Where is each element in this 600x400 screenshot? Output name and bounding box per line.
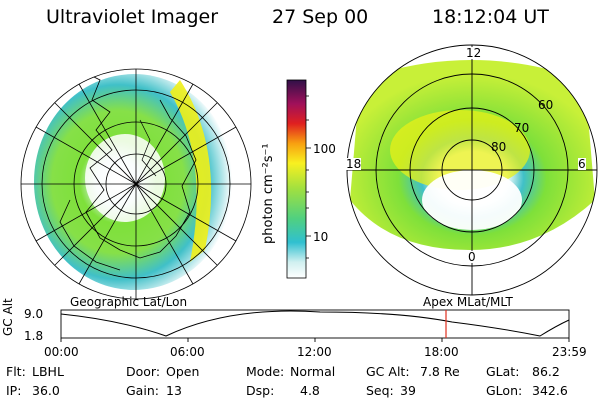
altitude-xtick: 18:00	[424, 345, 459, 359]
coastline	[59, 69, 197, 259]
info-door-label: Door:	[126, 364, 161, 379]
info-flt-label: Flt:	[6, 364, 26, 379]
info-seq-value: 39	[400, 383, 416, 398]
info-gain-value: 13	[166, 383, 182, 398]
info-gain-label: Gain:	[126, 383, 159, 398]
magnetic-grid	[346, 44, 598, 296]
info-glat-value: 86.2	[532, 364, 560, 379]
lat-label-60: 60	[538, 98, 554, 112]
info-ip-value: 36.0	[32, 383, 60, 398]
info-seq-label: Seq:	[366, 383, 394, 398]
altitude-xtick: 06:00	[170, 345, 205, 359]
time-label: 18:12:04 UT	[432, 6, 549, 28]
geographic-grid	[20, 68, 252, 300]
altitude-curve	[60, 310, 570, 337]
altitude-xtick: 23:59	[552, 345, 587, 359]
aurora-bright-arc	[170, 80, 212, 262]
mlt-label-left: 18	[346, 157, 362, 171]
colorbar	[286, 79, 307, 279]
info-dsp-value: 4.8	[300, 383, 320, 398]
mlt-label-top: 12	[466, 46, 482, 60]
geographic-caption: Geographic Lat/Lon	[70, 295, 188, 309]
lat-label-70: 70	[514, 121, 530, 135]
altitude-xtick: 00:00	[44, 345, 79, 359]
info-flt-value: LBHL	[32, 364, 64, 379]
altitude-plot-frame	[60, 309, 570, 339]
date-label: 27 Sep 00	[272, 6, 369, 28]
instrument-title: Ultraviolet Imager	[46, 6, 219, 28]
info-door-value: Open	[166, 364, 200, 379]
altitude-ytick-top: 9.0	[24, 307, 44, 321]
altitude-xtick: 12:00	[297, 345, 332, 359]
info-glon-label: GLon:	[486, 383, 523, 398]
colorbar-tick-100: 100	[313, 142, 336, 156]
info-gcalt-value: 7.8 Re	[420, 364, 460, 379]
info-ip-label: IP:	[6, 383, 22, 398]
info-mode-value: Normal	[290, 364, 336, 379]
altitude-ytick-bottom: 1.8	[24, 329, 44, 343]
mlt-label-right: 6	[578, 157, 586, 171]
colorbar-tick-10: 10	[313, 230, 329, 244]
info-dsp-label: Dsp:	[246, 383, 275, 398]
info-gcalt-label: GC Alt:	[366, 364, 410, 379]
mlt-label-bottom: 0	[468, 250, 476, 264]
info-glon-value: 342.6	[532, 383, 568, 398]
lat-label-80: 80	[491, 140, 507, 154]
info-glat-label: GLat:	[486, 364, 520, 379]
magnetic-caption: Apex MLat/MLT	[423, 295, 513, 309]
altitude-ylabel: GC Alt	[1, 298, 15, 336]
info-mode-label: Mode:	[246, 364, 285, 379]
